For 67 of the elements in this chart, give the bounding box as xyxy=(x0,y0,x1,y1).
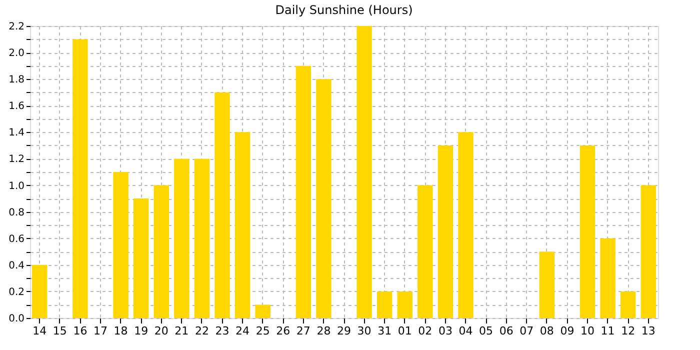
bar xyxy=(539,252,555,318)
x-tick-label: 31 xyxy=(378,324,392,338)
bar xyxy=(356,26,372,318)
x-tick-label: 19 xyxy=(134,324,148,338)
bar xyxy=(113,172,128,318)
x-tick-label: 13 xyxy=(641,324,656,338)
x-tick-label: 14 xyxy=(32,324,47,338)
x-tick-label: 05 xyxy=(479,324,494,338)
bar xyxy=(438,145,454,318)
bar xyxy=(458,132,474,318)
bar xyxy=(296,66,312,318)
bar xyxy=(72,39,88,318)
x-tick-label: 24 xyxy=(236,324,250,338)
x-tick-label: 17 xyxy=(94,324,108,338)
bar xyxy=(214,92,230,318)
bar xyxy=(255,304,270,318)
bar xyxy=(174,158,190,318)
x-tick-label: 02 xyxy=(418,324,432,338)
bar xyxy=(620,291,636,318)
x-tick-label: 08 xyxy=(540,324,554,338)
x-tick-label: 18 xyxy=(114,324,128,338)
x-tick-label: 28 xyxy=(316,324,331,338)
x-tick-label: 26 xyxy=(276,324,290,338)
bar xyxy=(580,145,596,318)
x-tick-label: 15 xyxy=(52,324,67,338)
y-tick-label: 1.6 xyxy=(8,101,24,112)
bar xyxy=(600,238,616,318)
chart-title: Daily Sunshine (Hours) xyxy=(275,3,413,17)
x-tick-label: 29 xyxy=(337,324,351,338)
x-tick-label: 07 xyxy=(520,324,534,338)
y-tick-label: 1.4 xyxy=(8,128,24,139)
bar xyxy=(376,291,392,318)
y-tick-label: 1.0 xyxy=(8,180,24,192)
bar xyxy=(397,291,412,318)
x-tick-label: 27 xyxy=(296,324,310,338)
x-tick-label: 03 xyxy=(438,324,452,338)
y-tick-label: 0.4 xyxy=(8,260,24,272)
y-tick-label: 0.8 xyxy=(8,207,24,218)
x-tick-label: 01 xyxy=(398,324,412,338)
bar xyxy=(418,185,433,318)
x-tick-label: 30 xyxy=(357,324,372,338)
x-tick-label: 21 xyxy=(174,324,189,338)
x-tick-label: 10 xyxy=(580,324,594,338)
x-tick-label: 11 xyxy=(600,324,615,338)
y-tick-label: 0.0 xyxy=(8,314,24,324)
bar xyxy=(32,264,48,318)
bar xyxy=(194,158,210,318)
y-tick-label: 1.2 xyxy=(8,154,24,166)
x-tick-label: 25 xyxy=(256,324,270,338)
y-tick-label: 0.2 xyxy=(8,286,24,298)
x-tick-label: 09 xyxy=(560,324,574,338)
y-tick-label: 2.0 xyxy=(8,48,24,60)
bar xyxy=(154,185,169,318)
y-tick-label: 1.8 xyxy=(8,74,24,86)
bar xyxy=(316,79,332,318)
x-tick-label: 16 xyxy=(73,324,88,338)
x-tick-label: 20 xyxy=(154,324,168,338)
x-tick-label: 22 xyxy=(194,324,209,338)
x-tick-label: 04 xyxy=(458,324,473,338)
y-tick-label: 2.2 xyxy=(8,22,24,32)
x-tick-label: 12 xyxy=(621,324,636,338)
bar xyxy=(133,198,149,318)
bar xyxy=(640,185,656,318)
bar xyxy=(234,132,250,318)
x-tick-label: 23 xyxy=(215,324,230,338)
y-tick-label: 0.6 xyxy=(8,234,24,245)
x-tick-label: 06 xyxy=(499,324,514,338)
